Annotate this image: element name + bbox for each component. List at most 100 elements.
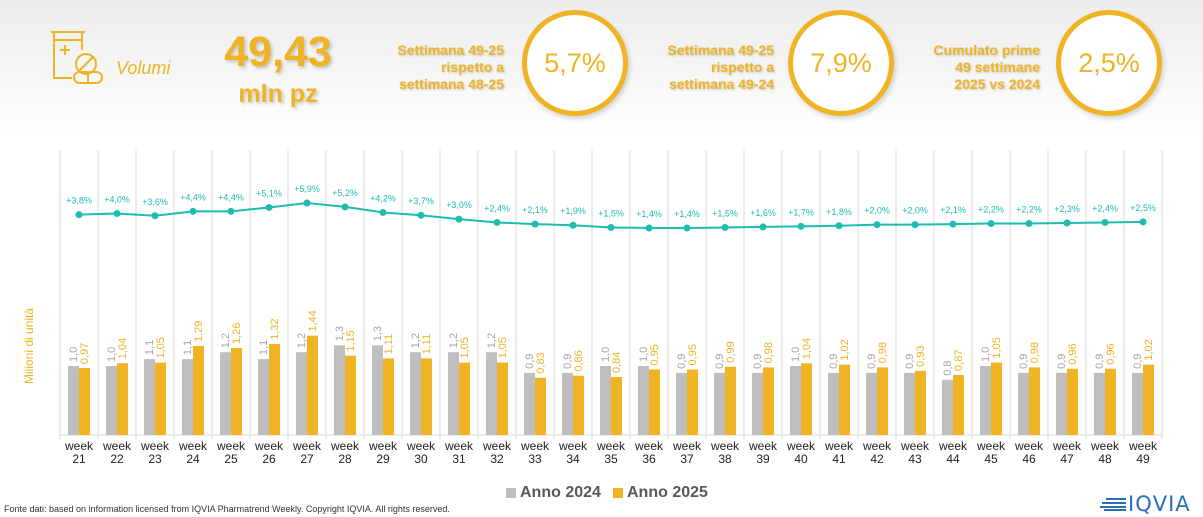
x-tick-label: 29 [376, 452, 390, 466]
line-data-label: +3,8% [66, 196, 92, 206]
line-data-label: +4,2% [370, 193, 396, 203]
bar-2024 [144, 359, 155, 435]
data-label-2025: 0,98 [877, 342, 889, 363]
data-label-2024: 0,9 [752, 354, 764, 369]
stat-week-vs-lastyear-value: 7,9% [810, 47, 872, 78]
line-data-label: +1,5% [598, 208, 624, 218]
x-tick-label: 34 [566, 452, 580, 466]
bar-2024 [714, 372, 725, 435]
x-tick-label: week [330, 439, 360, 453]
data-label-2025: 1,11 [421, 334, 433, 355]
line-point [1101, 218, 1109, 226]
data-label-2025: 0,96 [1067, 343, 1079, 364]
bar-2024 [980, 366, 991, 435]
data-label-2025: 1,05 [459, 337, 471, 358]
line-point [455, 215, 463, 223]
x-tick-label: week [178, 439, 208, 453]
data-label-2024: 1,0 [68, 347, 80, 362]
data-label-2024: 0,9 [524, 354, 536, 369]
x-tick-label: 48 [1098, 452, 1112, 466]
line-point [113, 210, 121, 218]
x-tick-label: week [596, 439, 626, 453]
bar-2024 [828, 372, 839, 435]
line-point [1063, 219, 1071, 227]
line-point [569, 221, 577, 229]
line-point [987, 220, 995, 228]
bar-2025 [459, 362, 470, 435]
x-tick-label: week [558, 439, 588, 453]
line-point [379, 208, 387, 216]
data-label-2025: 0,93 [915, 345, 927, 366]
bar-2024 [486, 352, 497, 435]
x-tick-label: week [710, 439, 740, 453]
bar-2025 [953, 374, 964, 435]
bar-2025 [1029, 367, 1040, 435]
line-point [911, 221, 919, 229]
x-tick-label: 43 [908, 452, 922, 466]
bar-2025 [611, 377, 622, 435]
line-data-label: +4,4% [180, 192, 206, 202]
data-label-2024: 1,0 [638, 347, 650, 362]
line-data-label: +2,5% [1130, 203, 1156, 213]
line-data-label: +1,8% [826, 207, 852, 217]
bar-2025 [117, 363, 128, 435]
bar-2024 [524, 372, 535, 435]
x-tick-label: week [64, 439, 94, 453]
data-label-2024: 0,9 [828, 354, 840, 369]
bar-2024 [1094, 372, 1105, 435]
data-label-2025: 0,95 [649, 344, 661, 365]
x-tick-label: 49 [1136, 452, 1150, 466]
line-data-label: +1,4% [636, 209, 662, 219]
legend-item-2024: Anno 2024 [506, 484, 601, 502]
line-data-label: +5,9% [294, 184, 320, 194]
line-data-label: +5,2% [332, 188, 358, 198]
x-tick-label: 31 [452, 452, 466, 466]
bar-2025 [1067, 368, 1078, 435]
kpi-value: 49,43 [224, 28, 332, 76]
data-label-2024: 0,9 [676, 354, 688, 369]
line-point [189, 207, 197, 215]
data-label-2024: 0,9 [1094, 354, 1106, 369]
data-label-2025: 1,05 [155, 337, 167, 358]
data-label-2024: 1,1 [182, 340, 194, 355]
data-label-2024: 1,2 [448, 333, 460, 348]
data-label-2025: 1,05 [991, 337, 1003, 358]
line-point [417, 211, 425, 219]
x-tick-label: week [786, 439, 816, 453]
data-label-2024: 0,9 [866, 354, 878, 369]
bar-2024 [638, 366, 649, 435]
x-tick-label: week [292, 439, 322, 453]
data-label-2025: 0,99 [725, 341, 737, 362]
data-label-2025: 0,95 [687, 344, 699, 365]
bar-2024 [942, 379, 953, 435]
x-tick-label: week [368, 439, 398, 453]
line-point [1139, 218, 1147, 226]
bar-2024 [220, 352, 231, 435]
x-tick-label: 40 [794, 452, 808, 466]
iqvia-logo: IQVIA [1100, 492, 1191, 516]
x-tick-label: 42 [870, 452, 884, 466]
data-label-2025: 1,02 [1143, 339, 1155, 360]
line-point [493, 218, 501, 226]
line-point [645, 224, 653, 232]
bar-2025 [573, 375, 584, 435]
bar-2025 [193, 345, 204, 435]
x-tick-label: week [1052, 439, 1082, 453]
line-data-label: +2,0% [902, 206, 928, 216]
data-label-2025: 0,83 [535, 352, 547, 373]
bar-2025 [839, 364, 850, 435]
bar-2024 [1132, 372, 1143, 435]
bar-2025 [649, 369, 660, 435]
x-tick-label: 38 [718, 452, 732, 466]
x-tick-label: week [938, 439, 968, 453]
data-label-2024: 1,2 [296, 333, 308, 348]
bar-2024 [600, 366, 611, 435]
bar-2025 [1143, 364, 1154, 435]
bar-2025 [307, 335, 318, 435]
bar-2024 [752, 372, 763, 435]
bar-2024 [334, 345, 345, 435]
x-tick-label: 41 [832, 452, 846, 466]
data-label-2025: 1,04 [117, 338, 129, 359]
line-data-label: +3,7% [408, 196, 434, 206]
data-label-2025: 1,29 [193, 321, 205, 342]
